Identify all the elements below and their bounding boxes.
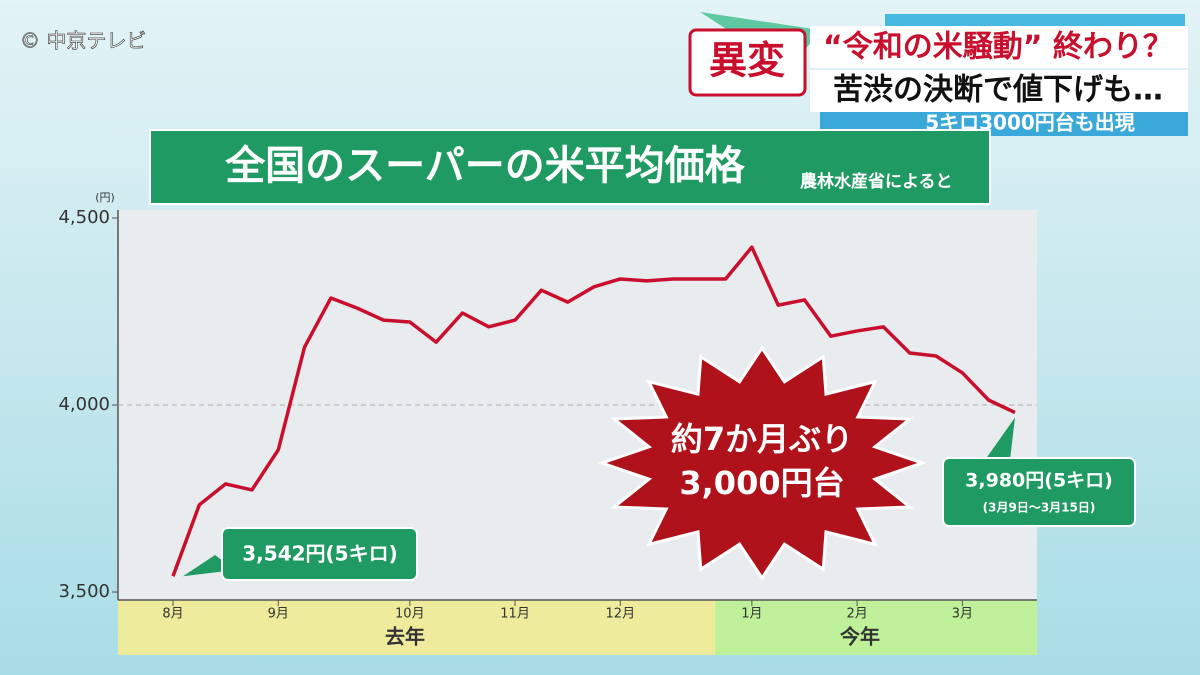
callout-pointer — [985, 417, 1015, 460]
x-tick-label: 2月 — [846, 607, 867, 622]
headline-box — [810, 26, 1188, 68]
x-tick-label: 9月 — [268, 607, 289, 622]
price-line — [171, 245, 1016, 577]
x-tick-label: 11月 — [500, 607, 530, 622]
x-tick-label: 8月 — [162, 607, 183, 622]
y-tick-label: 4,500 — [58, 207, 110, 228]
year-band — [715, 600, 1037, 655]
callout-date: (3月9日～3月15日) — [983, 501, 1096, 515]
y-unit: (円) — [95, 191, 115, 204]
banner-deco — [885, 14, 1185, 26]
callout-box — [221, 527, 418, 581]
callout-box — [942, 457, 1136, 527]
y-tick-label: 3,500 — [58, 581, 110, 602]
copyright: © 中京テレビ — [20, 29, 146, 53]
chart-title: 全国のスーパーの米平均価格 — [224, 143, 746, 189]
burst — [597, 345, 927, 581]
burst-text: 約7か月ぶり — [671, 420, 853, 458]
callout-label: 3,980円(5キロ) — [965, 470, 1113, 492]
year-band — [118, 600, 715, 655]
chart-subtitle: 農林水産省によると — [800, 171, 953, 192]
x-tick-label: 3月 — [952, 607, 973, 622]
x-tick-label: 1月 — [741, 607, 762, 622]
y-tick-label: 4,000 — [58, 394, 110, 415]
subheadline-box — [810, 70, 1188, 112]
x-tick-label: 10月 — [395, 607, 425, 622]
headline: “令和の米騒動” 終わり？ — [823, 30, 1173, 65]
callout-label: 3,542円(5キロ) — [242, 542, 397, 566]
year-label: 去年 — [385, 625, 425, 649]
tag: 異変 — [709, 39, 785, 83]
subheadline: 苦渋の決断で値下げも… — [833, 73, 1163, 108]
title-box — [149, 129, 991, 205]
tag-box — [688, 28, 807, 97]
x-tick-label: 12月 — [606, 607, 636, 622]
year-label: 今年 — [840, 625, 880, 649]
burst-text: 3,000円台 — [679, 464, 844, 502]
